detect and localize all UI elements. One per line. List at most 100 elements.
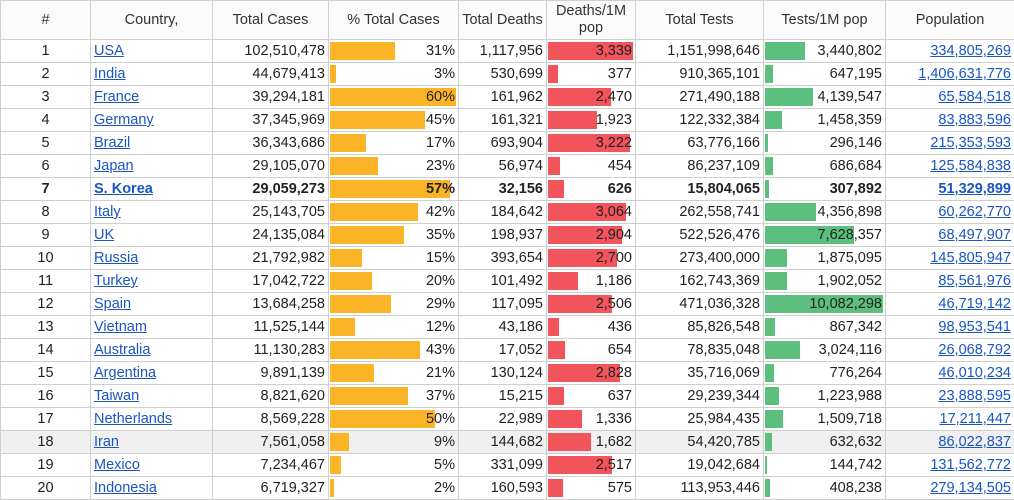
tests-per-million-bar (765, 364, 774, 382)
deaths-per-million-bar (548, 341, 565, 359)
deaths-per-million-cell: 2,828 (546, 361, 636, 385)
population-link[interactable]: 125,584,838 (930, 158, 1011, 174)
population-link[interactable]: 279,134,505 (930, 480, 1011, 496)
country-cell: USA (90, 39, 213, 63)
country-cell: India (90, 62, 213, 86)
total-tests-cell: 113,953,446 (635, 476, 764, 500)
deaths-per-million-value: 1,682 (595, 434, 632, 450)
country-link[interactable]: India (94, 66, 126, 82)
tests-per-million-value: 144,742 (829, 457, 882, 473)
country-link[interactable]: S. Korea (94, 181, 153, 197)
population-link[interactable]: 1,406,631,776 (918, 66, 1011, 82)
country-link[interactable]: Taiwan (94, 388, 140, 404)
rank-cell: 4 (0, 108, 91, 132)
country-link[interactable]: Spain (94, 296, 132, 312)
country-cell: Russia (90, 246, 213, 270)
percent-cases-bar (330, 157, 378, 175)
population-link[interactable]: 98,953,541 (938, 319, 1011, 335)
deaths-per-million-value: 1,923 (595, 112, 632, 128)
population-link[interactable]: 83,883,596 (938, 112, 1011, 128)
tests-per-million-value: 307,892 (829, 181, 882, 197)
deaths-per-million-value: 626 (607, 181, 632, 197)
country-link[interactable]: Iran (94, 434, 119, 450)
population-link[interactable]: 60,262,770 (938, 204, 1011, 220)
deaths-per-million-cell: 3,339 (546, 39, 636, 63)
tests-per-million-cell: 647,195 (763, 62, 886, 86)
country-link[interactable]: Germany (94, 112, 154, 128)
header-deaths-per-million[interactable]: Deaths/1M pop (546, 0, 636, 40)
total-tests-cell: 122,332,384 (635, 108, 764, 132)
tests-per-million-value: 1,509,718 (817, 411, 882, 427)
tests-per-million-bar (765, 295, 883, 313)
population-link[interactable]: 46,719,142 (938, 296, 1011, 312)
population-link[interactable]: 68,497,907 (938, 227, 1011, 243)
country-link[interactable]: Russia (94, 250, 139, 266)
total-cases-cell: 44,679,413 (212, 62, 329, 86)
header-total-deaths[interactable]: Total Deaths (458, 0, 547, 40)
percent-cases-cell: 12% (328, 315, 459, 339)
population-cell: 86,022,837 (885, 430, 1014, 454)
population-link[interactable]: 215,353,593 (930, 135, 1011, 151)
population-link[interactable]: 86,022,837 (938, 434, 1011, 450)
population-link[interactable]: 51,329,899 (938, 181, 1011, 197)
country-link[interactable]: Brazil (94, 135, 131, 151)
percent-cases-value: 35% (425, 227, 455, 243)
country-link[interactable]: UK (94, 227, 115, 243)
header-country[interactable]: Country, (90, 0, 213, 40)
total-deaths-cell: 530,699 (458, 62, 547, 86)
percent-cases-bar (330, 387, 408, 405)
population-link[interactable]: 17,211,447 (939, 411, 1012, 427)
total-tests-cell: 471,036,328 (635, 292, 764, 316)
total-tests-cell: 271,490,188 (635, 85, 764, 109)
tests-per-million-bar (765, 203, 816, 221)
total-deaths-cell: 693,904 (458, 131, 547, 155)
population-link[interactable]: 145,805,947 (930, 250, 1011, 266)
country-link[interactable]: Turkey (94, 273, 138, 289)
header-total-tests[interactable]: Total Tests (635, 0, 764, 40)
tests-per-million-cell: 4,356,898 (763, 200, 886, 224)
header-population[interactable]: Population (885, 0, 1014, 40)
deaths-per-million-cell: 1,336 (546, 407, 636, 431)
country-cell: UK (90, 223, 213, 247)
deaths-per-million-value: 454 (607, 158, 632, 174)
country-link[interactable]: USA (94, 43, 124, 59)
header-row: # Country, Total Cases % Total Cases Tot… (0, 0, 1014, 40)
header-rank[interactable]: # (0, 0, 91, 40)
tests-per-million-value: 10,082,298 (809, 296, 882, 312)
population-link[interactable]: 23,888,595 (938, 388, 1011, 404)
percent-cases-bar (330, 272, 372, 290)
country-link[interactable]: Argentina (94, 365, 157, 381)
country-link[interactable]: Australia (94, 342, 151, 358)
percent-cases-cell: 31% (328, 39, 459, 63)
tests-per-million-bar (765, 88, 813, 106)
country-link[interactable]: Italy (94, 204, 121, 220)
rank-cell: 17 (0, 407, 91, 431)
population-link[interactable]: 334,805,269 (930, 43, 1011, 59)
country-link[interactable]: Indonesia (94, 480, 157, 496)
total-cases-cell: 13,684,258 (212, 292, 329, 316)
percent-cases-bar (330, 134, 366, 152)
tests-per-million-value: 647,195 (829, 66, 882, 82)
country-link[interactable]: France (94, 89, 140, 105)
header-total-cases[interactable]: Total Cases (212, 0, 329, 40)
total-cases-cell: 37,345,969 (212, 108, 329, 132)
deaths-per-million-bar (548, 479, 563, 497)
deaths-per-million-bar (548, 111, 597, 129)
deaths-per-million-value: 3,064 (595, 204, 632, 220)
total-cases-cell: 102,510,478 (212, 39, 329, 63)
country-link[interactable]: Netherlands (94, 411, 173, 427)
population-link[interactable]: 65,584,518 (938, 89, 1011, 105)
population-link[interactable]: 26,068,792 (938, 342, 1011, 358)
country-link[interactable]: Vietnam (94, 319, 147, 335)
deaths-per-million-cell: 626 (546, 177, 636, 201)
population-link[interactable]: 46,010,234 (938, 365, 1011, 381)
header-tests-per-million[interactable]: Tests/1M pop (763, 0, 886, 40)
tests-per-million-bar (765, 134, 768, 152)
country-link[interactable]: Mexico (94, 457, 140, 473)
deaths-per-million-cell: 2,904 (546, 223, 636, 247)
country-link[interactable]: Japan (94, 158, 134, 174)
population-link[interactable]: 131,562,772 (930, 457, 1011, 473)
population-link[interactable]: 85,561,976 (938, 273, 1011, 289)
header-percent-total-cases[interactable]: % Total Cases (328, 0, 459, 40)
total-tests-cell: 273,400,000 (635, 246, 764, 270)
